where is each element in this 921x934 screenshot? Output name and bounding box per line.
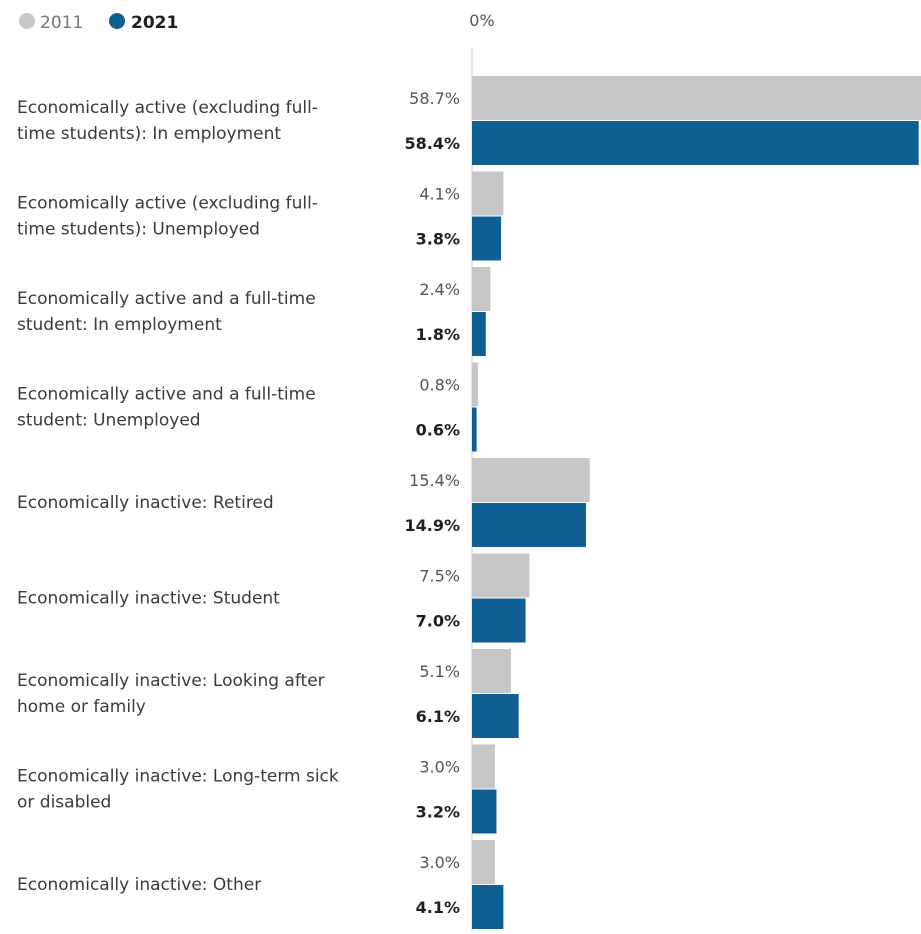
bars — [472, 76, 921, 929]
category-label-line: home or family — [17, 697, 146, 717]
value-labels: 58.7% 58.4% 4.1% 3.8% 2.4% 1.8% 0.8% 0.6% 15.4% 1… — [404, 89, 460, 917]
value-label-2021: 58.4% — [404, 134, 460, 153]
value-label-2021: 6.1% — [416, 707, 460, 726]
bar-2011 — [472, 171, 504, 216]
value-label-2011: 58.7% — [409, 89, 460, 108]
category-label: Economically active (excluding full-time… — [17, 98, 318, 144]
category-label-line: Economically inactive: Looking after — [17, 671, 325, 691]
value-label-2021: 1.8% — [416, 325, 460, 344]
value-label-2011: 2.4% — [419, 280, 460, 299]
bar-2011 — [472, 76, 921, 120]
legend: 2011 2021 — [19, 13, 178, 33]
category-label-line: Economically active and a full-time — [17, 385, 316, 405]
category-label: Economically inactive: Retired — [17, 493, 274, 513]
category-label: Economically active (excluding full-time… — [17, 194, 318, 240]
bar-2021 — [472, 885, 504, 929]
value-label-2011: 5.1% — [419, 662, 460, 681]
bar-2021 — [472, 407, 477, 452]
bar-2011 — [472, 744, 495, 789]
bar-2011 — [472, 267, 491, 311]
category-label-line: student: Unemployed — [17, 411, 201, 431]
bar-2011 — [472, 553, 530, 598]
bar-2021 — [472, 121, 919, 165]
category-label-line: time students): Unemployed — [17, 220, 260, 240]
bar-2021 — [472, 312, 486, 356]
bar-2021 — [472, 216, 502, 261]
legend-2021-marker — [109, 13, 125, 29]
category-label: Economically inactive: Other — [17, 875, 261, 895]
value-label-2011: 15.4% — [409, 471, 460, 490]
value-label-2011: 3.0% — [419, 853, 460, 872]
bar-2011 — [472, 840, 495, 884]
value-label-2021: 3.2% — [416, 803, 460, 822]
legend-2021-label: 2021 — [131, 13, 178, 33]
category-label: Economically inactive: Student — [17, 589, 280, 609]
category-label: Economically inactive: Looking after home… — [17, 671, 325, 717]
category-label-line: time students): In employment — [17, 124, 281, 144]
value-label-2011: 4.1% — [419, 185, 460, 204]
value-label-2021: 14.9% — [404, 516, 460, 535]
bar-2021 — [472, 598, 526, 643]
value-label-2011: 7.5% — [419, 567, 460, 586]
x-tick-label: 0% — [469, 11, 494, 30]
category-label-line: or disabled — [17, 793, 111, 813]
category-label-line: Economically active (excluding full- — [17, 98, 318, 118]
category-labels: Economically active (excluding full-time… — [17, 98, 339, 895]
value-label-2011: 0.8% — [419, 376, 460, 395]
category-label-line: Economically active and a full-time — [17, 289, 316, 309]
value-label-2021: 7.0% — [416, 612, 460, 631]
legend-2011-label: 2011 — [40, 13, 83, 33]
bar-2021 — [472, 694, 519, 738]
category-label-line: Economically active (excluding full- — [17, 194, 318, 214]
bar-2011 — [472, 458, 590, 502]
category-label-line: Economically inactive: Long-term sick — [17, 767, 339, 787]
category-label: Economically active and a full-time stude… — [17, 385, 316, 431]
value-label-2021: 0.6% — [416, 421, 460, 440]
value-label-2021: 4.1% — [416, 898, 460, 917]
category-label-line: student: In employment — [17, 315, 222, 335]
category-label-line: Economically inactive: Other — [17, 875, 261, 895]
value-label-2021: 3.8% — [416, 230, 460, 249]
category-label-line: Economically inactive: Retired — [17, 493, 274, 513]
value-label-2011: 3.0% — [419, 758, 460, 777]
bar-2021 — [472, 503, 586, 547]
category-label: Economically inactive: Long-term sick or … — [17, 767, 339, 813]
bar-2021 — [472, 789, 497, 834]
category-label: Economically active and a full-time stude… — [17, 289, 316, 335]
bar-2011 — [472, 649, 512, 693]
category-label-line: Economically inactive: Student — [17, 589, 280, 609]
legend-2011-marker — [19, 13, 35, 29]
bar-2011 — [472, 362, 479, 407]
